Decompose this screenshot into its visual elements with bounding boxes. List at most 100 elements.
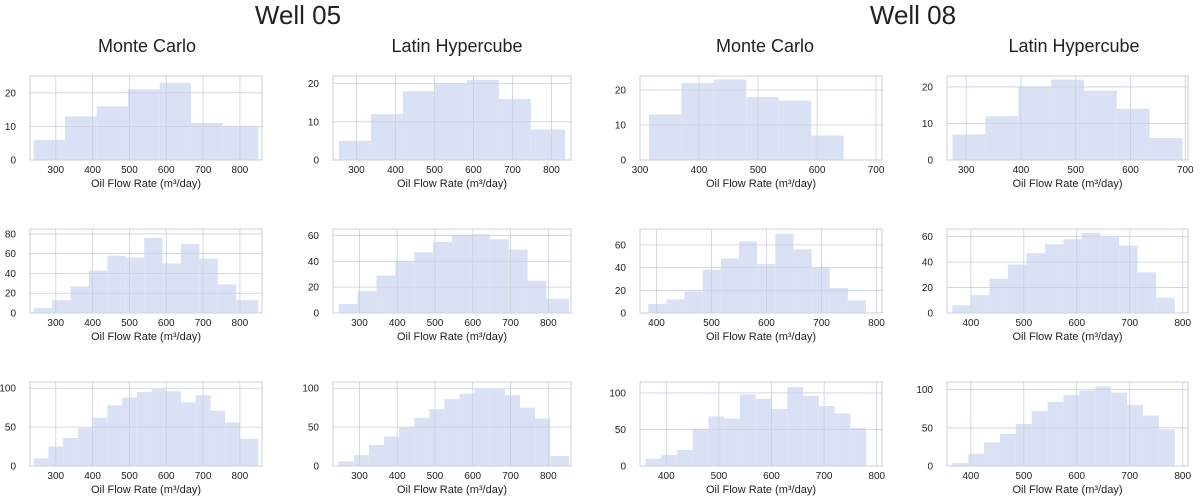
x-tick-label: 600	[464, 471, 481, 482]
histogram-bar	[985, 116, 1019, 160]
y-tick-label: 40	[615, 263, 627, 274]
y-tick-label: 60	[308, 231, 320, 242]
x-tick-label: 400	[658, 471, 675, 482]
x-tick-label: 600	[158, 471, 175, 482]
y-tick-label: 80	[5, 229, 17, 240]
x-tick-label: 800	[1174, 471, 1191, 482]
histogram-8: 400 500 600 700 800 0 20 40 60 Oil Flow Rate (m³/…	[922, 228, 1191, 343]
histogram-bar	[1137, 272, 1157, 313]
histogram-bar	[1095, 386, 1112, 466]
histogram-bar	[1119, 245, 1138, 313]
histogram-bar	[399, 427, 415, 466]
histogram-bar	[162, 263, 181, 313]
histogram-bar	[222, 126, 259, 160]
histogram-9: 300 400 500 600 700 800 0 50 100 Oil Flow Rate (m…	[0, 381, 263, 496]
y-tick-label: 100	[609, 388, 626, 399]
x-tick-label: 400	[962, 471, 979, 482]
method-title-well08-latin-hypercube: Latin Hypercube	[1008, 36, 1140, 56]
histogram-bar	[33, 139, 65, 160]
histogram-bar	[1063, 239, 1083, 313]
histogram-bar	[708, 416, 725, 466]
x-tick-label: 500	[121, 471, 138, 482]
x-tick-label: 400	[389, 471, 406, 482]
x-tick-label: 800	[868, 471, 885, 482]
histogram-bar	[952, 305, 971, 313]
histogram-bar	[180, 402, 196, 466]
histogram-bar	[778, 100, 812, 160]
x-axis-label: Oil Flow Rate (m³/day)	[91, 484, 201, 496]
histogram-bar	[199, 258, 218, 313]
x-tick-label: 700	[195, 165, 212, 176]
histogram-bar	[63, 438, 78, 466]
histogram-bar	[433, 241, 452, 313]
histogram-6: 300 400 500 600 700 800 0 20 40 60 Oil Flow Rate (…	[308, 228, 572, 343]
y-tick-label: 20	[308, 283, 320, 294]
y-tick-label: 20	[308, 79, 320, 90]
y-tick-label: 20	[922, 283, 934, 294]
histogram-bar	[414, 252, 434, 313]
histogram-bar	[338, 140, 371, 160]
histogram-bar	[648, 114, 682, 160]
histogram-3: 300 400 500 600 700 0 10 20 Oil Flow Rate (m³/da…	[615, 75, 885, 190]
histogram-bar	[225, 422, 240, 466]
histogram-bar	[508, 249, 528, 313]
x-tick-label: 300	[351, 471, 368, 482]
histogram-bar	[535, 418, 551, 466]
histogram-bar	[746, 97, 779, 160]
y-tick-label: 0	[620, 309, 626, 320]
x-tick-label: 500	[711, 471, 728, 482]
x-tick-label: 400	[962, 318, 979, 329]
histogram-bar	[107, 405, 123, 466]
histogram-bar	[402, 91, 435, 160]
histogram-bar	[684, 291, 703, 313]
x-axis-label: Oil Flow Rate (m³/day)	[397, 178, 507, 190]
x-tick-label: 800	[540, 318, 557, 329]
histogram-bar	[353, 455, 369, 466]
x-tick-label: 800	[868, 318, 885, 329]
histogram-bar	[1051, 79, 1084, 160]
y-tick-label: 100	[916, 385, 933, 396]
x-tick-label: 800	[540, 471, 557, 482]
method-title-well08-monte-carlo: Monte Carlo	[715, 36, 815, 56]
histogram-bar	[1007, 264, 1027, 313]
x-tick-label: 600	[158, 318, 175, 329]
histogram-bar	[33, 308, 53, 313]
x-axis-label: Oil Flow Rate (m³/day)	[706, 331, 816, 343]
x-tick-label: 300	[351, 318, 368, 329]
x-tick-label: 700	[1121, 318, 1138, 329]
histogram-bar	[88, 270, 108, 313]
x-tick-label: 400	[387, 165, 404, 176]
histogram-bar	[470, 234, 490, 313]
x-tick-label: 500	[121, 165, 138, 176]
y-tick-label: 50	[308, 423, 320, 434]
x-tick-label: 300	[47, 471, 64, 482]
x-tick-label: 500	[426, 165, 443, 176]
y-tick-label: 10	[615, 121, 627, 132]
y-tick-label: 0	[10, 156, 16, 167]
histogram-1: 300 400 500 600 700 800 0 10 20 Oil Flow Rate (m³…	[5, 75, 263, 190]
x-tick-label: 800	[543, 165, 560, 176]
histogram-bar	[1149, 138, 1183, 160]
histogram-7: 400 500 600 700 800 0 20 40 60 Oil Flow Rate (m³/…	[615, 228, 885, 343]
x-tick-label: 500	[750, 165, 767, 176]
x-tick-label: 600	[465, 165, 482, 176]
y-tick-label: 0	[313, 309, 319, 320]
histogram-bar	[648, 303, 667, 313]
x-tick-label: 400	[691, 165, 708, 176]
y-tick-label: 0	[620, 156, 626, 167]
x-axis-label: Oil Flow Rate (m³/day)	[706, 178, 816, 190]
y-tick-label: 50	[5, 423, 17, 434]
histogram-bar	[92, 417, 108, 466]
x-tick-label: 600	[809, 165, 826, 176]
x-tick-label: 600	[1068, 471, 1085, 482]
histogram-bar	[1083, 90, 1117, 160]
well-05-title: Well 05	[254, 0, 342, 30]
histogram-bar	[338, 461, 354, 466]
x-tick-label: 500	[1015, 471, 1032, 482]
histogram-bar	[217, 284, 237, 313]
y-tick-label: 20	[5, 88, 17, 99]
histogram-bar	[692, 428, 709, 466]
histogram-bar	[984, 442, 1000, 466]
histogram-bar	[459, 393, 475, 466]
